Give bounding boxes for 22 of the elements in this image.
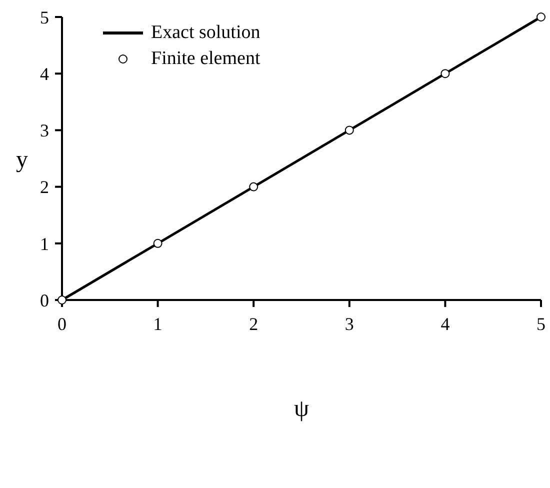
point [536, 12, 546, 22]
x-axis-title: ψ [294, 396, 310, 422]
x-tick-label: 3 [344, 314, 354, 334]
point [153, 238, 162, 248]
y-axis-title: y [16, 147, 28, 174]
point [440, 69, 450, 78]
y-tick-label: 1 [40, 234, 49, 254]
x-tick-label: 4 [440, 314, 450, 334]
y-tick-label: 5 [40, 7, 49, 28]
y-tick-label: 4 [40, 64, 49, 84]
point [58, 296, 66, 304]
point [249, 182, 258, 192]
point [344, 126, 354, 135]
legend-label: Finite element [151, 48, 260, 70]
y-tick-label: 3 [40, 120, 49, 141]
legend-label: Exact solution [151, 22, 260, 44]
y-tick-label: 2 [40, 177, 49, 198]
x-tick-label: 5 [536, 314, 546, 334]
x-tick-label: 2 [249, 314, 258, 334]
x-tick-label: 1 [153, 314, 162, 334]
x-tick-label: 0 [58, 314, 66, 334]
y-tick-label: 0 [40, 290, 49, 310]
